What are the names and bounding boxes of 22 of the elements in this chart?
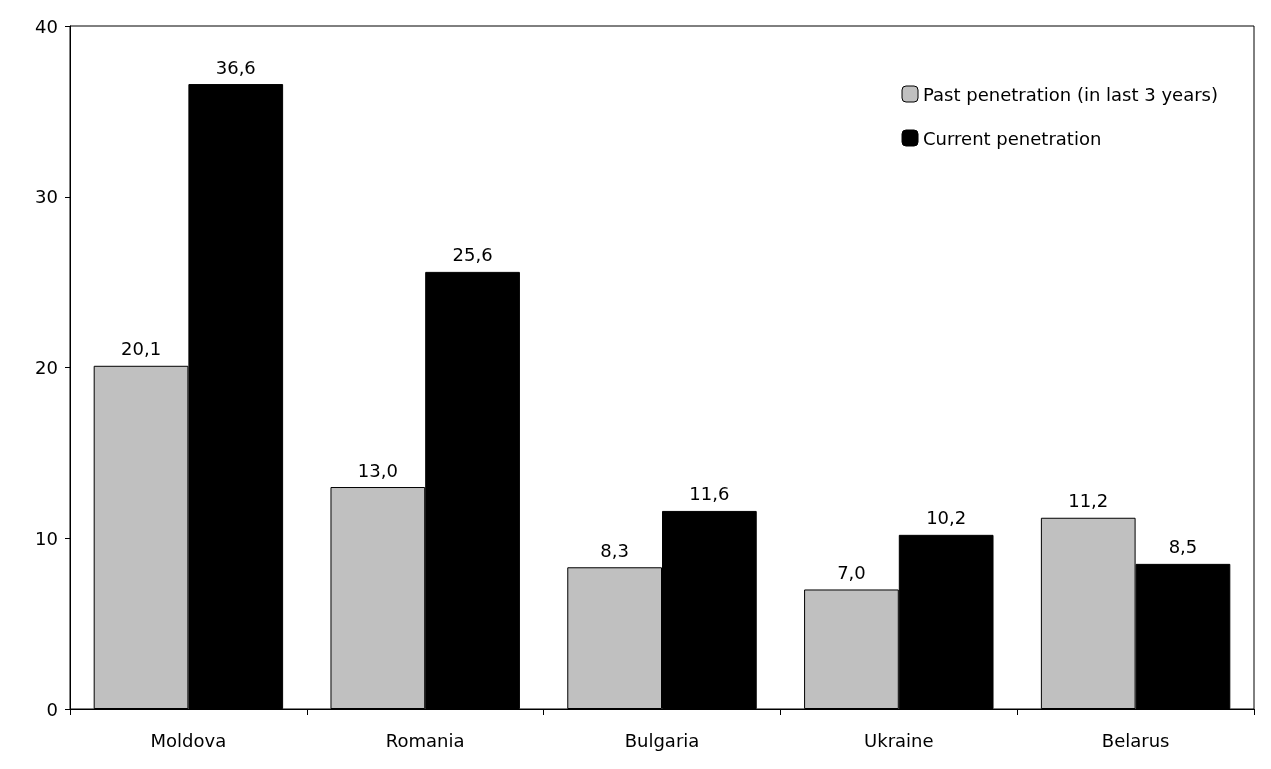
data-label: 11,2 [1068, 490, 1109, 512]
x-tick-label: Belarus [1101, 729, 1170, 751]
x-tick-label: Bulgaria [624, 729, 700, 751]
legend-label: Current penetration [923, 127, 1102, 149]
legend-label: Past penetration (in last 3 years) [923, 83, 1219, 105]
data-label: 11,6 [689, 483, 730, 505]
data-label: 10,2 [926, 507, 967, 529]
y-tick-label: 0 [46, 698, 58, 720]
data-label: 8,3 [600, 539, 629, 561]
y-tick-label: 40 [35, 15, 58, 37]
data-label: 36,6 [215, 56, 256, 78]
x-tick-label: Ukraine [864, 729, 934, 751]
y-tick-label: 30 [35, 186, 58, 208]
y-tick-label: 10 [35, 527, 58, 549]
data-label: 8,5 [1168, 536, 1198, 558]
x-tick-label: Romania [385, 729, 465, 751]
x-tick-label: Moldova [150, 729, 227, 751]
data-label: 13,0 [357, 459, 398, 481]
y-tick-label: 20 [35, 357, 58, 378]
data-label: 25,6 [452, 244, 493, 266]
data-label: 20,1 [121, 338, 162, 360]
data-label: 7,0 [837, 561, 866, 583]
